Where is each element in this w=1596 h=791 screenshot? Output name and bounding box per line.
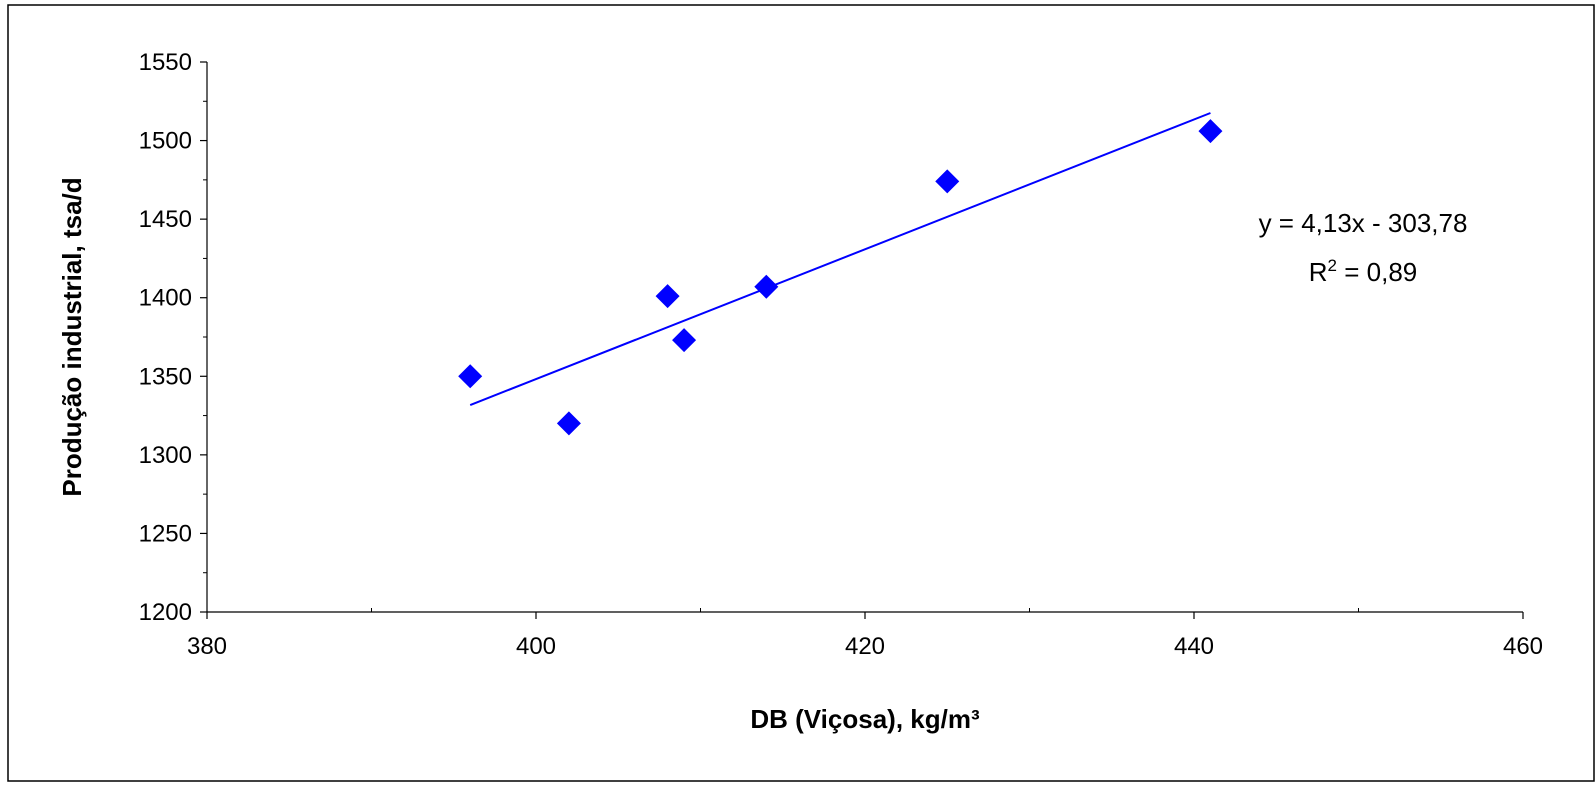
r-squared-label: R2 = 0,89 xyxy=(1309,256,1417,287)
x-axis-title: DB (Viçosa), kg/m³ xyxy=(750,704,980,734)
y-tick-label: 1300 xyxy=(139,442,192,469)
data-point-diamond xyxy=(556,411,581,436)
y-axis-title: Produção industrial, tsa/d xyxy=(57,177,87,496)
x-tick-label: 440 xyxy=(1174,633,1214,660)
x-tick-label: 460 xyxy=(1503,633,1543,660)
y-tick-label: 1500 xyxy=(139,128,192,155)
trendline-group xyxy=(469,112,1211,406)
data-point-diamond xyxy=(458,364,483,389)
x-tick-label: 420 xyxy=(845,633,885,660)
y-tick-label: 1550 xyxy=(139,49,192,76)
data-point-diamond xyxy=(655,284,680,309)
trendline-equation: y = 4,13x - 303,78 xyxy=(1259,208,1468,238)
x-axis-ticks: 380 400 420 440 460 xyxy=(187,608,1543,660)
y-tick-label: 1200 xyxy=(139,599,192,626)
data-point-diamond xyxy=(1198,119,1223,144)
x-tick-label: 400 xyxy=(516,633,556,660)
data-point-diamond xyxy=(754,274,779,299)
y-tick-label: 1350 xyxy=(139,363,192,390)
y-tick-label: 1400 xyxy=(139,285,192,312)
y-tick-label: 1250 xyxy=(139,520,192,547)
y-axis-ticks: 1200 1250 1300 1350 1400 1450 1500 1550 xyxy=(139,49,207,626)
chart-border xyxy=(7,4,1595,782)
data-point-diamond xyxy=(935,169,960,194)
y-tick-label: 1450 xyxy=(139,206,192,233)
trendline xyxy=(469,112,1211,406)
x-tick-label: 380 xyxy=(187,633,227,660)
data-points xyxy=(458,119,1223,436)
data-point-diamond xyxy=(672,328,697,353)
